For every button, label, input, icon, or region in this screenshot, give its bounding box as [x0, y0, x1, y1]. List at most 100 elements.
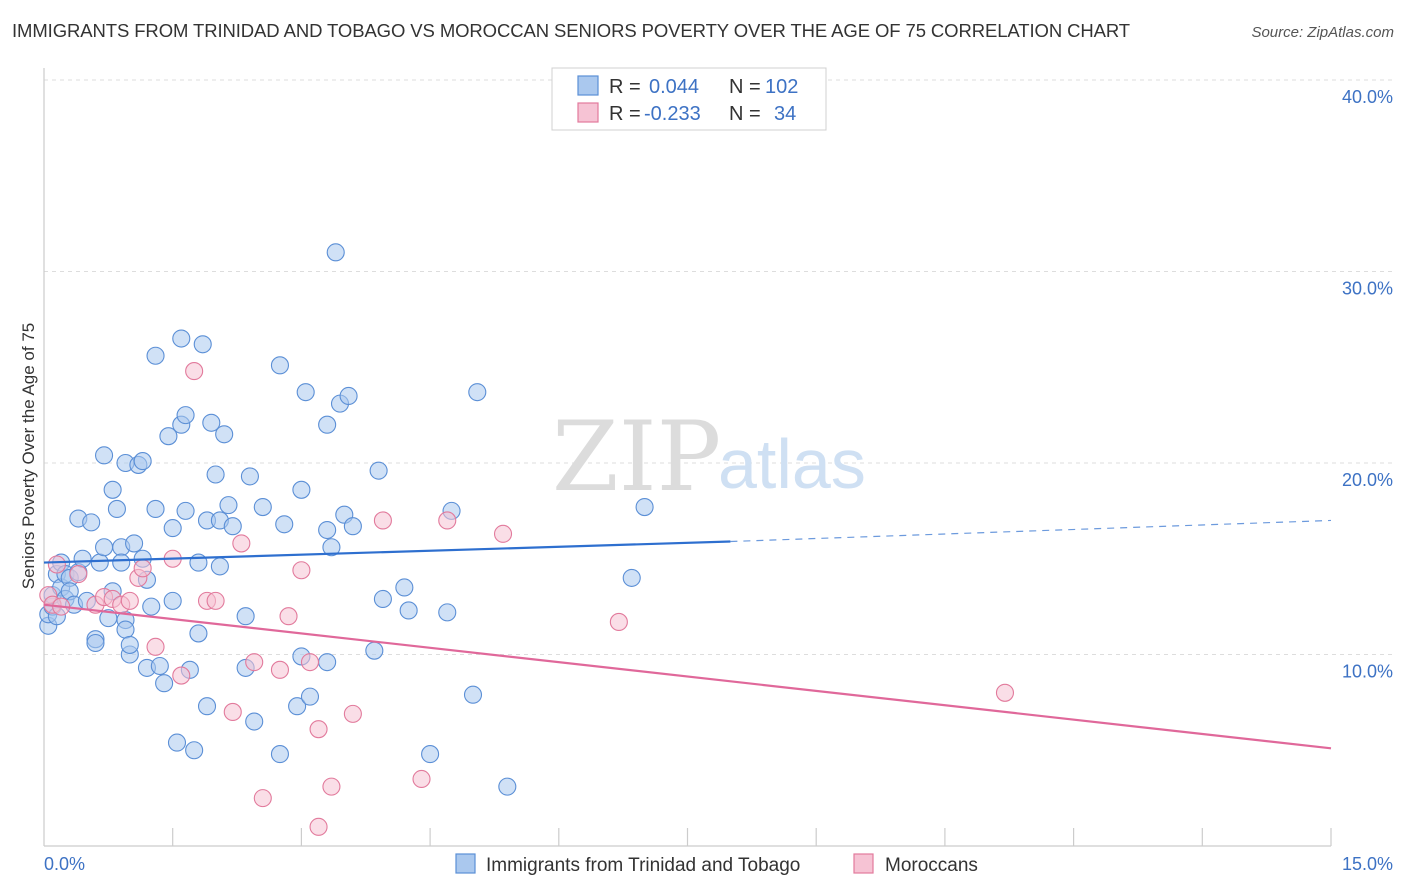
legend-n-label-1: N = — [729, 76, 761, 98]
bottom-legend-label-1: Immigrants from Trinidad and Tobago — [486, 855, 800, 876]
point-immigrants — [399, 601, 418, 620]
point-immigrants — [463, 685, 483, 704]
watermark-zip: ZIP — [552, 401, 721, 513]
point-moroccans — [253, 789, 272, 808]
point-immigrants — [468, 383, 487, 402]
point-immigrants — [189, 624, 208, 643]
point-immigrants — [125, 534, 144, 553]
gridlines — [44, 79, 1392, 655]
point-immigrants — [95, 446, 114, 465]
point-moroccans — [412, 769, 431, 789]
trendline-immigrants — [43, 540, 731, 564]
point-immigrants — [240, 467, 259, 486]
point-immigrants — [202, 413, 221, 432]
point-immigrants — [150, 656, 169, 676]
point-moroccans — [309, 817, 328, 836]
point-immigrants — [498, 777, 517, 796]
point-immigrants — [343, 517, 362, 536]
point-immigrants — [155, 674, 174, 693]
y-tick-label: 40.0% — [1342, 87, 1393, 107]
bottom-legend-pink-swatch — [853, 853, 874, 874]
point-immigrants — [215, 425, 234, 444]
point-immigrants — [288, 697, 307, 716]
point-moroccans — [493, 524, 513, 543]
point-immigrants — [318, 520, 337, 540]
y-tick-label: 20.0% — [1342, 470, 1393, 490]
trendline-moroccans — [43, 603, 1332, 750]
trendline-immigrants-extension — [730, 519, 1332, 543]
point-moroccans — [292, 561, 311, 580]
point-moroccans — [223, 702, 242, 722]
point-immigrants — [95, 538, 114, 557]
point-immigrants — [318, 653, 337, 672]
point-immigrants — [142, 597, 161, 616]
bottom-legend-blue-swatch — [455, 853, 476, 874]
point-moroccans — [279, 607, 298, 626]
point-immigrants — [339, 386, 358, 406]
point-immigrants — [438, 603, 457, 622]
point-immigrants — [197, 697, 217, 716]
point-immigrants — [206, 465, 225, 484]
x-tick-label: 15.0% — [1342, 854, 1393, 874]
bottom-legend-label-2: Moroccans — [885, 855, 978, 876]
point-moroccans — [309, 720, 328, 739]
point-moroccans — [245, 653, 264, 672]
point-immigrants — [112, 553, 131, 572]
point-moroccans — [185, 362, 204, 381]
point-immigrants — [133, 452, 152, 471]
point-immigrants — [159, 427, 178, 446]
legend-blue-swatch — [577, 75, 599, 96]
point-moroccans — [322, 777, 341, 796]
point-immigrants — [635, 497, 654, 517]
series-immigrants-points — [39, 243, 654, 796]
point-immigrants — [326, 243, 345, 262]
point-immigrants — [369, 461, 388, 480]
point-immigrants — [236, 607, 255, 626]
point-immigrants — [172, 329, 191, 348]
point-moroccans — [232, 534, 251, 553]
point-immigrants — [219, 496, 238, 515]
legend-n-value-1: 102 — [765, 76, 798, 98]
legend-r-value-2: -0.233 — [644, 103, 701, 125]
y-tick-label: 30.0% — [1342, 279, 1393, 299]
point-moroccans — [438, 511, 457, 530]
point-moroccans — [133, 559, 152, 578]
point-moroccans — [120, 591, 139, 610]
point-immigrants — [176, 406, 195, 425]
point-immigrants — [210, 557, 229, 576]
legend-n-label-2: N = — [729, 103, 761, 125]
point-moroccans — [995, 683, 1015, 702]
chart-title: IMMIGRANTS FROM TRINIDAD AND TOBAGO VS M… — [12, 20, 1131, 41]
point-immigrants — [82, 513, 101, 532]
point-moroccans — [47, 555, 66, 574]
point-immigrants — [146, 346, 165, 365]
point-immigrants — [421, 745, 440, 764]
watermark-atlas: atlas — [718, 425, 866, 503]
point-immigrants — [223, 517, 242, 536]
point-immigrants — [245, 712, 264, 731]
point-immigrants — [296, 383, 315, 402]
point-moroccans — [172, 666, 191, 685]
series-moroccans-points — [39, 362, 1015, 836]
point-immigrants — [253, 497, 272, 517]
y-axis-label: Seniors Poverty Over the Age of 75 — [19, 323, 38, 589]
source-credit: Source: ZipAtlas.com — [1251, 24, 1394, 41]
point-immigrants — [365, 641, 384, 660]
point-immigrants — [86, 633, 105, 653]
point-immigrants — [146, 499, 165, 519]
legend-r-label-2: R = — [609, 103, 641, 125]
point-moroccans — [146, 637, 165, 656]
point-immigrants — [275, 515, 294, 534]
point-immigrants — [300, 687, 320, 706]
point-immigrants — [322, 538, 341, 557]
point-immigrants — [193, 335, 212, 354]
legend-r-value-1: 0.044 — [649, 76, 699, 98]
point-immigrants — [373, 589, 392, 609]
point-immigrants — [185, 741, 204, 760]
point-immigrants — [90, 553, 109, 572]
point-immigrants — [176, 501, 195, 520]
legend-n-value-2: 34 — [774, 103, 796, 125]
watermark: ZIP atlas — [552, 401, 866, 513]
axes — [43, 68, 1332, 847]
